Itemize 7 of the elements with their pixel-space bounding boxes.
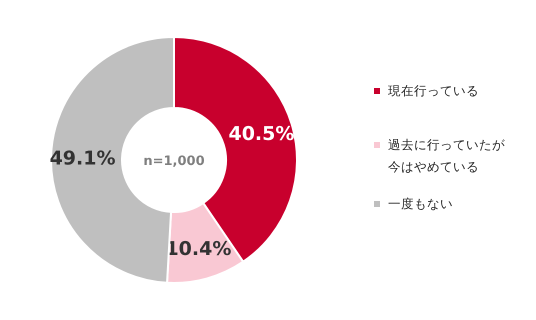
legend-label: 一度もない [388, 196, 453, 211]
data-label: 49.1% [50, 147, 116, 170]
data-label: 40.5% [228, 123, 294, 146]
data-label: 10.4% [165, 238, 232, 260]
text: n=1,000 [143, 154, 205, 169]
legend-label: 過去に行っていたが今はやめている [388, 137, 506, 174]
legend-label: 現在行っている [388, 83, 479, 98]
